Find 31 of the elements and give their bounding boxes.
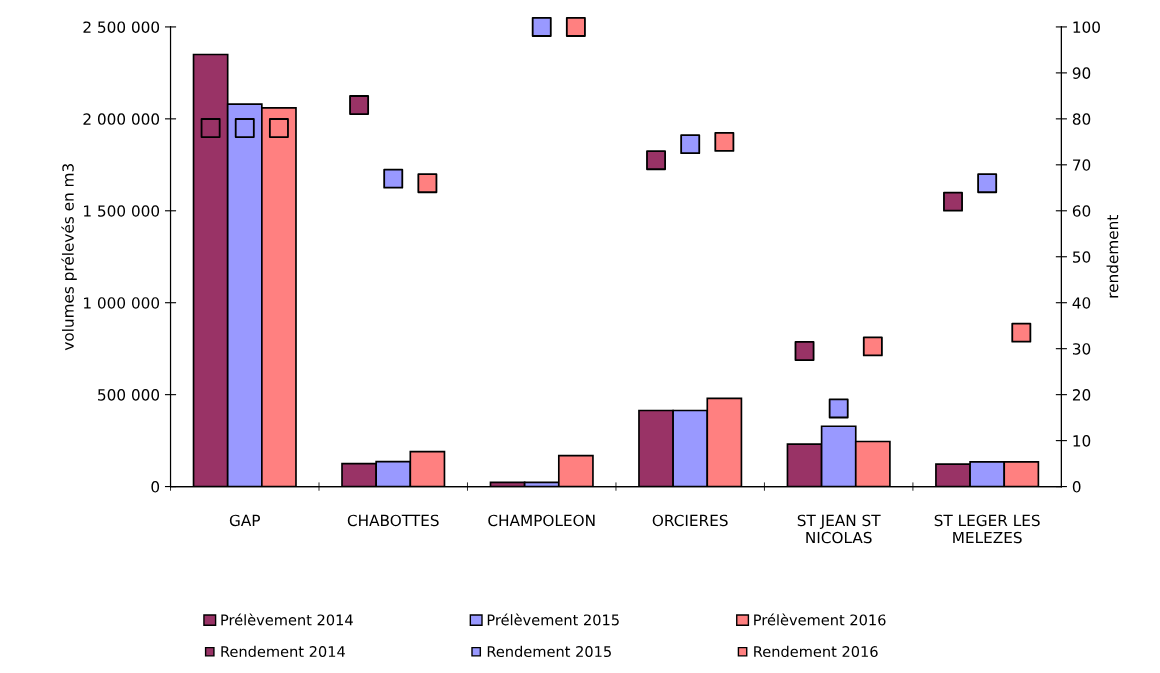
y-tick-label: 1 500 000 (84, 205, 160, 217)
y2-tick-label: 10 (1073, 435, 1091, 447)
x-tick-label: CHABOTTES (347, 514, 439, 527)
y2-tick-label: 70 (1073, 159, 1091, 171)
legend-label: Prélèvement 2015 (487, 613, 619, 626)
x-tick-label: ST JEAN ST NICOLAS (797, 514, 881, 544)
y2-axis-title: rendement (1106, 215, 1119, 298)
legend-label: Prélèvement 2014 (221, 613, 353, 626)
legend-label: Prélèvement 2016 (754, 613, 886, 626)
legend-label: Rendement 2015 (487, 645, 611, 658)
legend-label: Rendement 2014 (221, 645, 345, 658)
y-axis-title: volumes prélevés en m3 (61, 164, 77, 351)
y2-tick-label: 100 (1073, 21, 1100, 33)
y-tick-label: 2 500 000 (83, 21, 160, 33)
y-tick-label: 1 000 000 (84, 297, 160, 309)
y-tick-label: 500 000 (98, 389, 160, 401)
x-tick-label: ST LEGER LES MELEZES (934, 514, 1040, 544)
y2-tick-label: 30 (1072, 343, 1091, 355)
y2-tick-label: 90 (1072, 67, 1091, 79)
y2-tick-label: 50 (1073, 251, 1091, 263)
y2-tick-label: 60 (1072, 205, 1091, 217)
x-tick-label: CHAMPOLEON (488, 514, 595, 527)
y2-tick-label: 20 (1072, 389, 1091, 401)
y-tick-label: 0 (151, 481, 160, 493)
y2-tick-label: 80 (1072, 113, 1091, 125)
y2-tick-label: 40 (1072, 297, 1091, 309)
legend-label: Rendement 2016 (754, 645, 878, 658)
x-tick-label: ORCIERES (652, 514, 728, 527)
y-tick-label: 2 000 000 (83, 113, 160, 125)
y2-tick-label: 0 (1072, 481, 1081, 493)
x-tick-label: GAP (229, 514, 260, 527)
